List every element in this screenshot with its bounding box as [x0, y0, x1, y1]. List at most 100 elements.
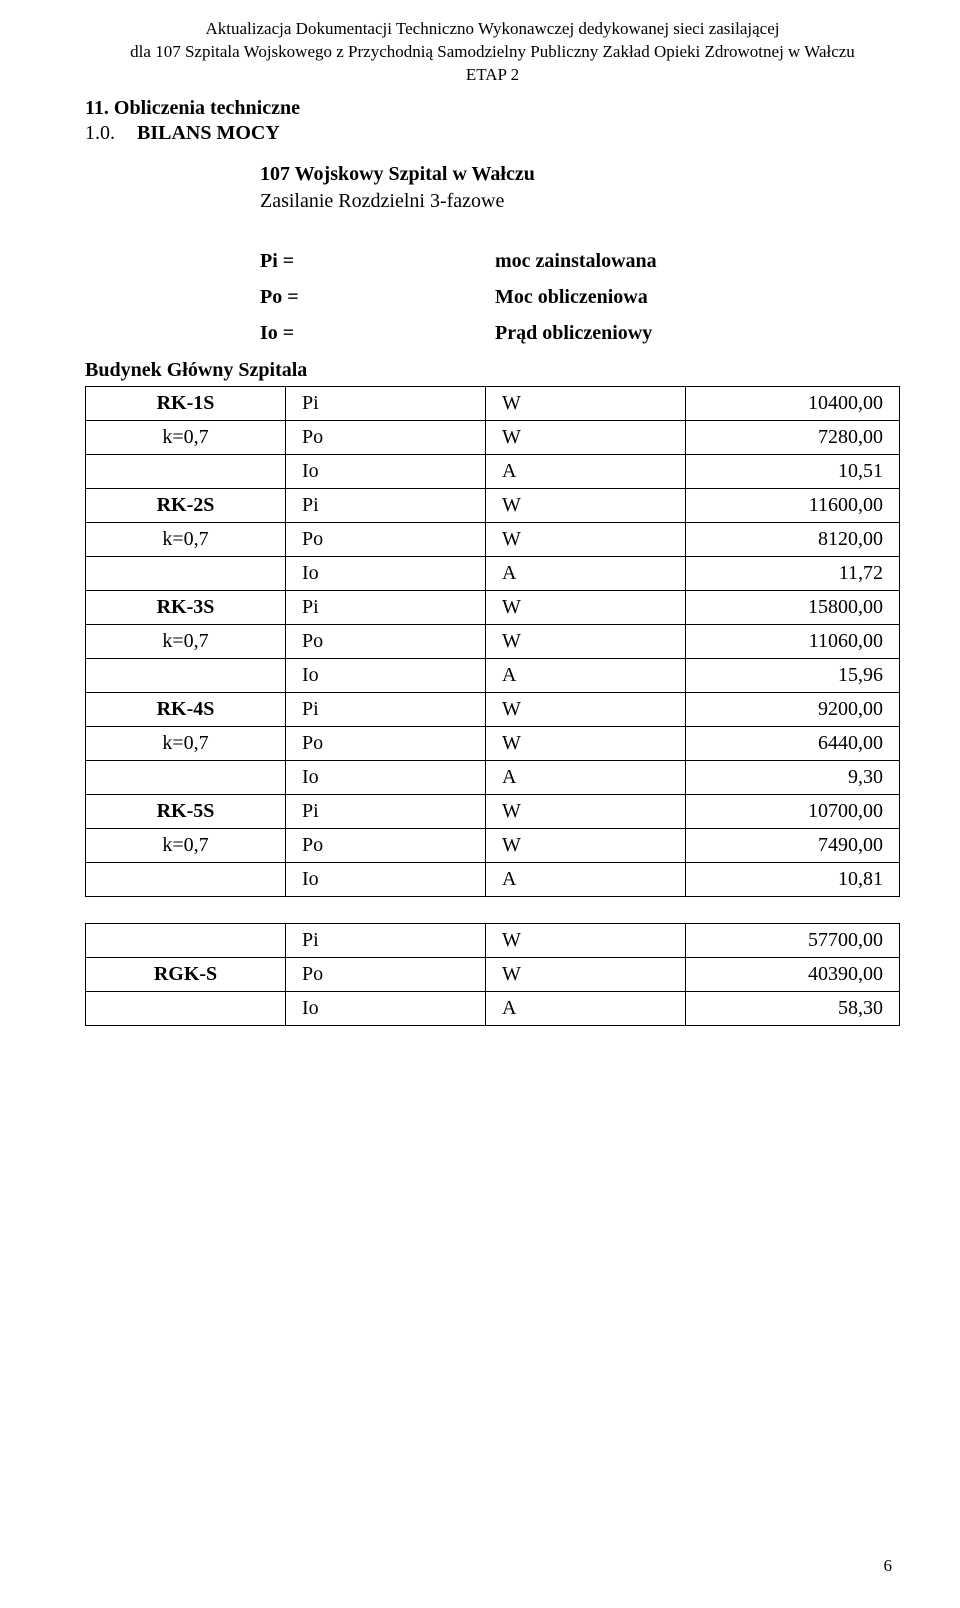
- table-row: RGK-SPoW40390,00: [86, 957, 900, 991]
- cell-value: 11060,00: [686, 624, 900, 658]
- center-block: 107 Wojskowy Szpital w Wałczu Zasilanie …: [260, 163, 900, 213]
- table-row: k=0,7PoW11060,00: [86, 624, 900, 658]
- cell-unit: A: [486, 862, 686, 896]
- subsection-heading: 1.0. BILANS MOCY: [85, 122, 900, 145]
- cell-value: 58,30: [686, 991, 900, 1025]
- cell-symbol: Io: [286, 454, 486, 488]
- center-title: 107 Wojskowy Szpital w Wałczu: [260, 163, 900, 186]
- cell-unit: W: [486, 420, 686, 454]
- cell-value: 7490,00: [686, 828, 900, 862]
- cell-symbol: Io: [286, 862, 486, 896]
- cell-label: k=0,7: [86, 624, 286, 658]
- cell-unit: W: [486, 726, 686, 760]
- table-row: IoA15,96: [86, 658, 900, 692]
- section-heading: 11. Obliczenia techniczne: [85, 97, 900, 120]
- center-subtitle: Zasilanie Rozdzielni 3-fazowe: [260, 190, 900, 213]
- section-title: Obliczenia techniczne: [114, 97, 300, 119]
- table-row: k=0,7PoW7490,00: [86, 828, 900, 862]
- subsection-title: BILANS MOCY: [137, 122, 280, 145]
- cell-label: RK-3S: [86, 590, 286, 624]
- cell-label: k=0,7: [86, 420, 286, 454]
- cell-symbol: Pi: [286, 488, 486, 522]
- table-row: IoA58,30: [86, 991, 900, 1025]
- cell-unit: A: [486, 556, 686, 590]
- calc-table-main: RK-1SPiW10400,00k=0,7PoW7280,00IoA10,51R…: [85, 386, 900, 897]
- cell-label: RGK-S: [86, 957, 286, 991]
- cell-symbol: Po: [286, 624, 486, 658]
- table-row: RK-1SPiW10400,00: [86, 386, 900, 420]
- cell-unit: W: [486, 590, 686, 624]
- table-row: RK-2SPiW11600,00: [86, 488, 900, 522]
- cell-unit: A: [486, 658, 686, 692]
- cell-label: RK-5S: [86, 794, 286, 828]
- cell-value: 11600,00: [686, 488, 900, 522]
- cell-unit: W: [486, 957, 686, 991]
- cell-value: 10,81: [686, 862, 900, 896]
- cell-label: [86, 658, 286, 692]
- cell-symbol: Pi: [286, 692, 486, 726]
- table-row: k=0,7PoW8120,00: [86, 522, 900, 556]
- cell-label: [86, 556, 286, 590]
- cell-value: 11,72: [686, 556, 900, 590]
- table-row: RK-4SPiW9200,00: [86, 692, 900, 726]
- page-number: 6: [884, 1556, 893, 1576]
- cell-symbol: Po: [286, 522, 486, 556]
- cell-value: 9,30: [686, 760, 900, 794]
- cell-symbol: Pi: [286, 590, 486, 624]
- cell-value: 40390,00: [686, 957, 900, 991]
- cell-value: 10,51: [686, 454, 900, 488]
- table-row: RK-5SPiW10700,00: [86, 794, 900, 828]
- cell-value: 7280,00: [686, 420, 900, 454]
- cell-symbol: Pi: [286, 794, 486, 828]
- cell-value: 9200,00: [686, 692, 900, 726]
- cell-label: [86, 991, 286, 1025]
- def-row: Io = Prąd obliczeniowy: [260, 315, 900, 351]
- def-row: Pi = moc zainstalowana: [260, 243, 900, 279]
- cell-value: 15,96: [686, 658, 900, 692]
- table-row: RK-3SPiW15800,00: [86, 590, 900, 624]
- def-text: moc zainstalowana: [495, 243, 657, 279]
- table-row: IoA11,72: [86, 556, 900, 590]
- cell-label: RK-2S: [86, 488, 286, 522]
- cell-symbol: Pi: [286, 386, 486, 420]
- cell-symbol: Po: [286, 726, 486, 760]
- cell-value: 15800,00: [686, 590, 900, 624]
- cell-symbol: Po: [286, 420, 486, 454]
- cell-value: 57700,00: [686, 923, 900, 957]
- cell-symbol: Po: [286, 828, 486, 862]
- cell-unit: W: [486, 488, 686, 522]
- def-sym: Po =: [260, 279, 495, 315]
- cell-label: RK-1S: [86, 386, 286, 420]
- calc-table-summary: PiW57700,00RGK-SPoW40390,00IoA58,30: [85, 923, 900, 1026]
- cell-label: [86, 862, 286, 896]
- cell-label: RK-4S: [86, 692, 286, 726]
- header-line-2: dla 107 Szpitala Wojskowego z Przychodni…: [85, 41, 900, 64]
- cell-value: 6440,00: [686, 726, 900, 760]
- cell-unit: W: [486, 828, 686, 862]
- cell-symbol: Po: [286, 957, 486, 991]
- table-row: k=0,7PoW6440,00: [86, 726, 900, 760]
- cell-unit: W: [486, 386, 686, 420]
- cell-unit: A: [486, 760, 686, 794]
- subsection-num: 1.0.: [85, 122, 137, 145]
- cell-unit: W: [486, 923, 686, 957]
- cell-value: 10700,00: [686, 794, 900, 828]
- cell-value: 10400,00: [686, 386, 900, 420]
- def-text: Moc obliczeniowa: [495, 279, 648, 315]
- doc-header: Aktualizacja Dokumentacji Techniczno Wyk…: [85, 18, 900, 87]
- cell-label: [86, 760, 286, 794]
- table-gap: [85, 897, 900, 923]
- cell-unit: A: [486, 454, 686, 488]
- table-row: IoA10,51: [86, 454, 900, 488]
- cell-unit: A: [486, 991, 686, 1025]
- cell-symbol: Io: [286, 991, 486, 1025]
- table-row: IoA10,81: [86, 862, 900, 896]
- cell-value: 8120,00: [686, 522, 900, 556]
- cell-symbol: Io: [286, 658, 486, 692]
- cell-unit: W: [486, 624, 686, 658]
- cell-symbol: Io: [286, 556, 486, 590]
- cell-symbol: Pi: [286, 923, 486, 957]
- section-num: 11.: [85, 97, 109, 119]
- cell-unit: W: [486, 794, 686, 828]
- group-label: Budynek Główny Szpitala: [85, 359, 900, 382]
